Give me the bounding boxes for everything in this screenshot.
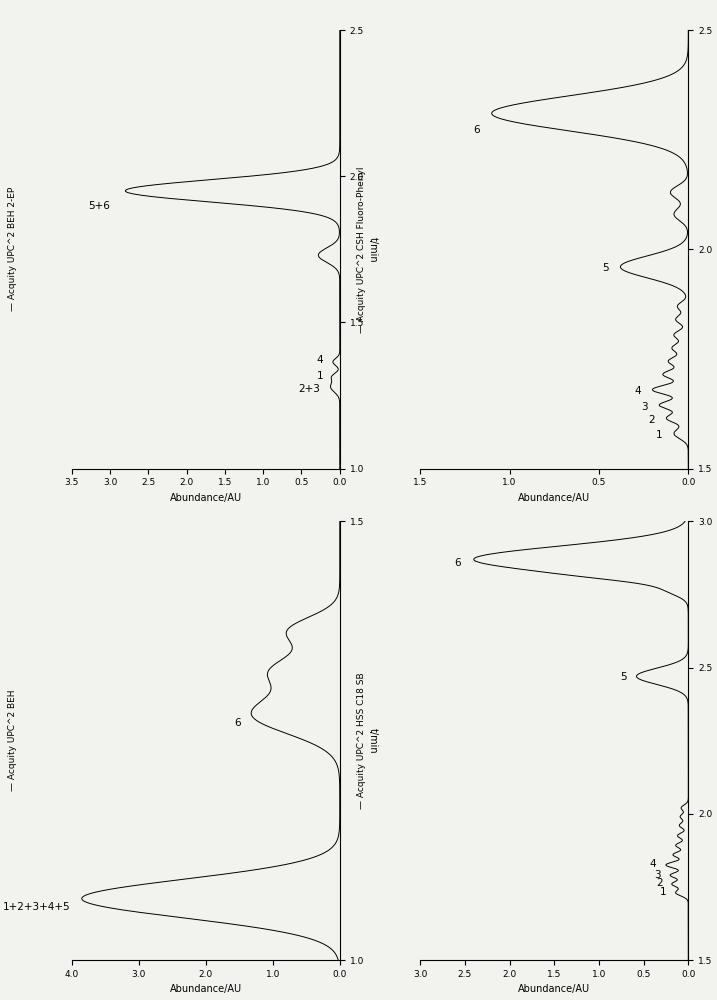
Text: 6: 6 bbox=[473, 125, 480, 135]
Text: 5: 5 bbox=[602, 263, 609, 273]
X-axis label: Abundance/AU: Abundance/AU bbox=[518, 493, 590, 503]
Text: 3: 3 bbox=[642, 402, 648, 412]
Y-axis label: t/min: t/min bbox=[368, 728, 378, 753]
X-axis label: Abundance/AU: Abundance/AU bbox=[170, 984, 242, 994]
Text: 4: 4 bbox=[635, 386, 641, 396]
Text: 1+2+3+4+5: 1+2+3+4+5 bbox=[3, 902, 70, 912]
Text: 2: 2 bbox=[656, 878, 663, 888]
Text: 6: 6 bbox=[234, 718, 241, 728]
Text: 1: 1 bbox=[317, 371, 323, 381]
Text: — Acquity UPC^2 HSS C18 SB: — Acquity UPC^2 HSS C18 SB bbox=[357, 672, 366, 809]
Text: 1: 1 bbox=[660, 887, 666, 897]
Text: 6: 6 bbox=[455, 558, 461, 568]
Text: — Acquity UPC^2 BEH: — Acquity UPC^2 BEH bbox=[8, 690, 17, 791]
Text: 2: 2 bbox=[649, 415, 655, 425]
X-axis label: Abundance/AU: Abundance/AU bbox=[518, 984, 590, 994]
X-axis label: Abundance/AU: Abundance/AU bbox=[170, 493, 242, 503]
Text: 5: 5 bbox=[620, 672, 627, 682]
Y-axis label: t/min: t/min bbox=[368, 237, 378, 262]
Text: 4: 4 bbox=[317, 355, 323, 365]
Text: 2+3: 2+3 bbox=[298, 384, 320, 394]
Text: 1: 1 bbox=[656, 430, 663, 440]
Text: — Acquity UPC^2 CSH Fluoro-Phenyl: — Acquity UPC^2 CSH Fluoro-Phenyl bbox=[357, 166, 366, 333]
Text: 4: 4 bbox=[650, 859, 656, 869]
Text: — Acquity UPC^2 BEH 2-EP: — Acquity UPC^2 BEH 2-EP bbox=[8, 187, 17, 311]
Text: 3: 3 bbox=[654, 870, 660, 880]
Text: 5+6: 5+6 bbox=[87, 201, 110, 211]
